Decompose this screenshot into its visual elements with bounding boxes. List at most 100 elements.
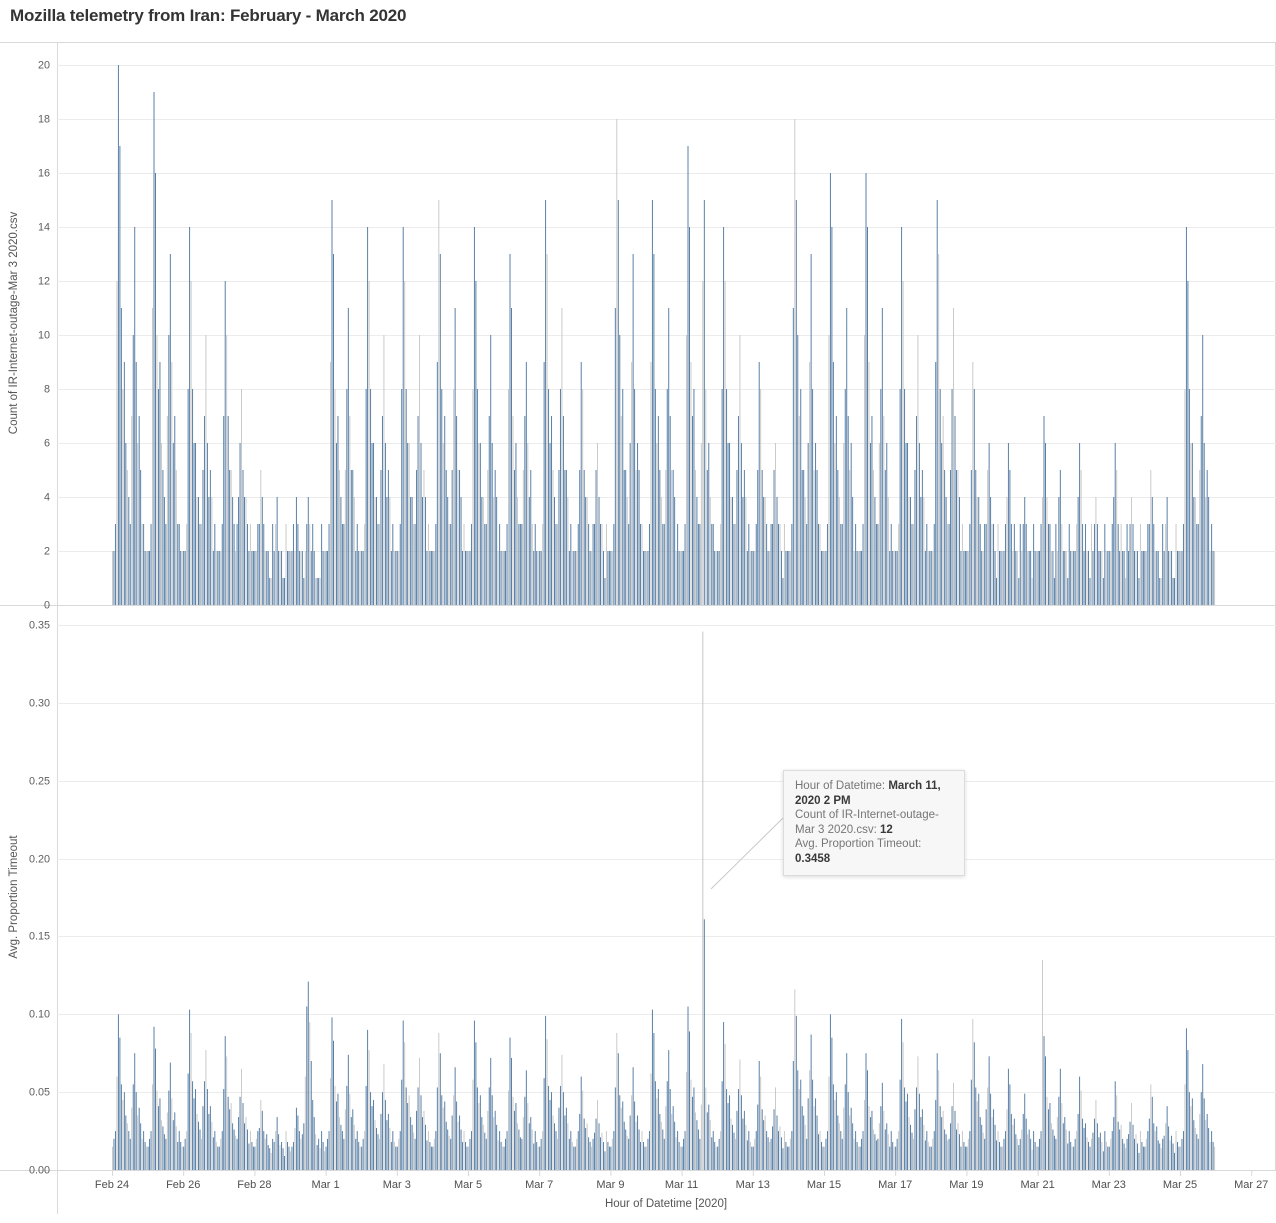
bar[interactable]	[358, 551, 360, 605]
bar[interactable]	[677, 1131, 679, 1170]
bar[interactable]	[186, 1131, 188, 1170]
bar[interactable]	[1058, 497, 1060, 605]
bar[interactable]	[310, 551, 312, 605]
bar[interactable]	[798, 1089, 800, 1170]
bar[interactable]	[585, 1127, 587, 1170]
bar[interactable]	[767, 1137, 769, 1170]
bar[interactable]	[930, 1146, 932, 1170]
bar[interactable]	[476, 389, 478, 605]
bar[interactable]	[479, 1095, 481, 1170]
bar[interactable]	[594, 524, 596, 605]
bar[interactable]	[951, 1106, 953, 1170]
bar[interactable]	[442, 443, 444, 605]
bar[interactable]	[743, 470, 745, 605]
bar[interactable]	[932, 551, 934, 605]
bar[interactable]	[356, 1131, 358, 1170]
bar[interactable]	[954, 1110, 956, 1170]
bar[interactable]	[1016, 551, 1018, 605]
bar[interactable]	[445, 1121, 447, 1170]
bar[interactable]	[789, 1138, 791, 1170]
bar[interactable]	[278, 1134, 280, 1170]
bar[interactable]	[1180, 551, 1181, 605]
bar[interactable]	[813, 1106, 815, 1170]
bar[interactable]	[1153, 524, 1155, 605]
bar[interactable]	[1135, 1134, 1137, 1170]
bar[interactable]	[723, 227, 725, 605]
bar[interactable]	[249, 524, 251, 605]
bar[interactable]	[386, 497, 388, 605]
bar[interactable]	[635, 1121, 637, 1170]
bar[interactable]	[736, 1110, 738, 1170]
bar[interactable]	[511, 308, 512, 605]
bar[interactable]	[1107, 551, 1109, 605]
bar[interactable]	[195, 1089, 197, 1170]
bar[interactable]	[1076, 524, 1078, 605]
bar[interactable]	[766, 524, 768, 605]
bar[interactable]	[691, 1096, 693, 1170]
bar[interactable]	[398, 551, 400, 605]
bar[interactable]	[847, 416, 849, 605]
bar[interactable]	[1050, 551, 1052, 605]
bar[interactable]	[450, 1138, 452, 1170]
bar[interactable]	[516, 1123, 518, 1170]
bar[interactable]	[1009, 1084, 1011, 1170]
bar[interactable]	[1036, 551, 1038, 605]
bar[interactable]	[1049, 524, 1051, 605]
bar[interactable]	[484, 524, 486, 605]
bar[interactable]	[521, 1138, 523, 1170]
bar[interactable]	[663, 1138, 665, 1170]
bar[interactable]	[1083, 551, 1085, 605]
bar[interactable]	[927, 551, 929, 605]
bar[interactable]	[1180, 1146, 1181, 1170]
bar[interactable]	[413, 1132, 415, 1170]
bar[interactable]	[841, 524, 843, 605]
bar[interactable]	[358, 1141, 360, 1170]
bar[interactable]	[899, 1079, 901, 1170]
bar[interactable]	[203, 416, 205, 605]
bar[interactable]	[941, 1117, 943, 1170]
bar[interactable]	[1030, 551, 1032, 605]
bar[interactable]	[1034, 1141, 1036, 1170]
bar[interactable]	[677, 524, 679, 605]
bar[interactable]	[1092, 1132, 1094, 1170]
bar[interactable]	[1082, 524, 1084, 605]
bar[interactable]	[1027, 1134, 1029, 1170]
bar[interactable]	[120, 308, 122, 605]
bar[interactable]	[387, 1113, 389, 1170]
bar[interactable]	[1016, 1138, 1018, 1170]
bar[interactable]	[884, 1129, 886, 1170]
bar[interactable]	[246, 1129, 248, 1170]
bar[interactable]	[902, 1042, 904, 1170]
bar[interactable]	[911, 1132, 913, 1170]
bar[interactable]	[773, 470, 775, 605]
bar[interactable]	[754, 1138, 756, 1170]
bar[interactable]	[479, 443, 481, 605]
bar[interactable]	[1138, 1152, 1140, 1170]
bar[interactable]	[895, 551, 897, 605]
bar[interactable]	[384, 1099, 386, 1170]
bar[interactable]	[604, 578, 606, 605]
bar[interactable]	[979, 1117, 981, 1170]
bar[interactable]	[718, 1138, 720, 1170]
bar[interactable]	[300, 1138, 302, 1170]
bar[interactable]	[804, 497, 806, 605]
bar[interactable]	[396, 1146, 398, 1170]
bar[interactable]	[264, 1138, 266, 1170]
bar[interactable]	[721, 389, 723, 605]
bar[interactable]	[1065, 551, 1067, 605]
bar[interactable]	[347, 1054, 349, 1170]
bar[interactable]	[1139, 524, 1141, 605]
bar[interactable]	[915, 1087, 917, 1170]
bar[interactable]	[902, 281, 904, 605]
bar[interactable]	[419, 1057, 420, 1170]
bar[interactable]	[1182, 1131, 1184, 1170]
bar[interactable]	[818, 524, 820, 605]
bar[interactable]	[1117, 1121, 1119, 1170]
bar[interactable]	[605, 1131, 607, 1170]
bar[interactable]	[1105, 1141, 1107, 1170]
bar[interactable]	[826, 1131, 828, 1170]
bar[interactable]	[686, 1071, 687, 1170]
bar[interactable]	[947, 524, 949, 605]
bar[interactable]	[475, 1042, 477, 1170]
bar[interactable]	[1128, 551, 1130, 605]
